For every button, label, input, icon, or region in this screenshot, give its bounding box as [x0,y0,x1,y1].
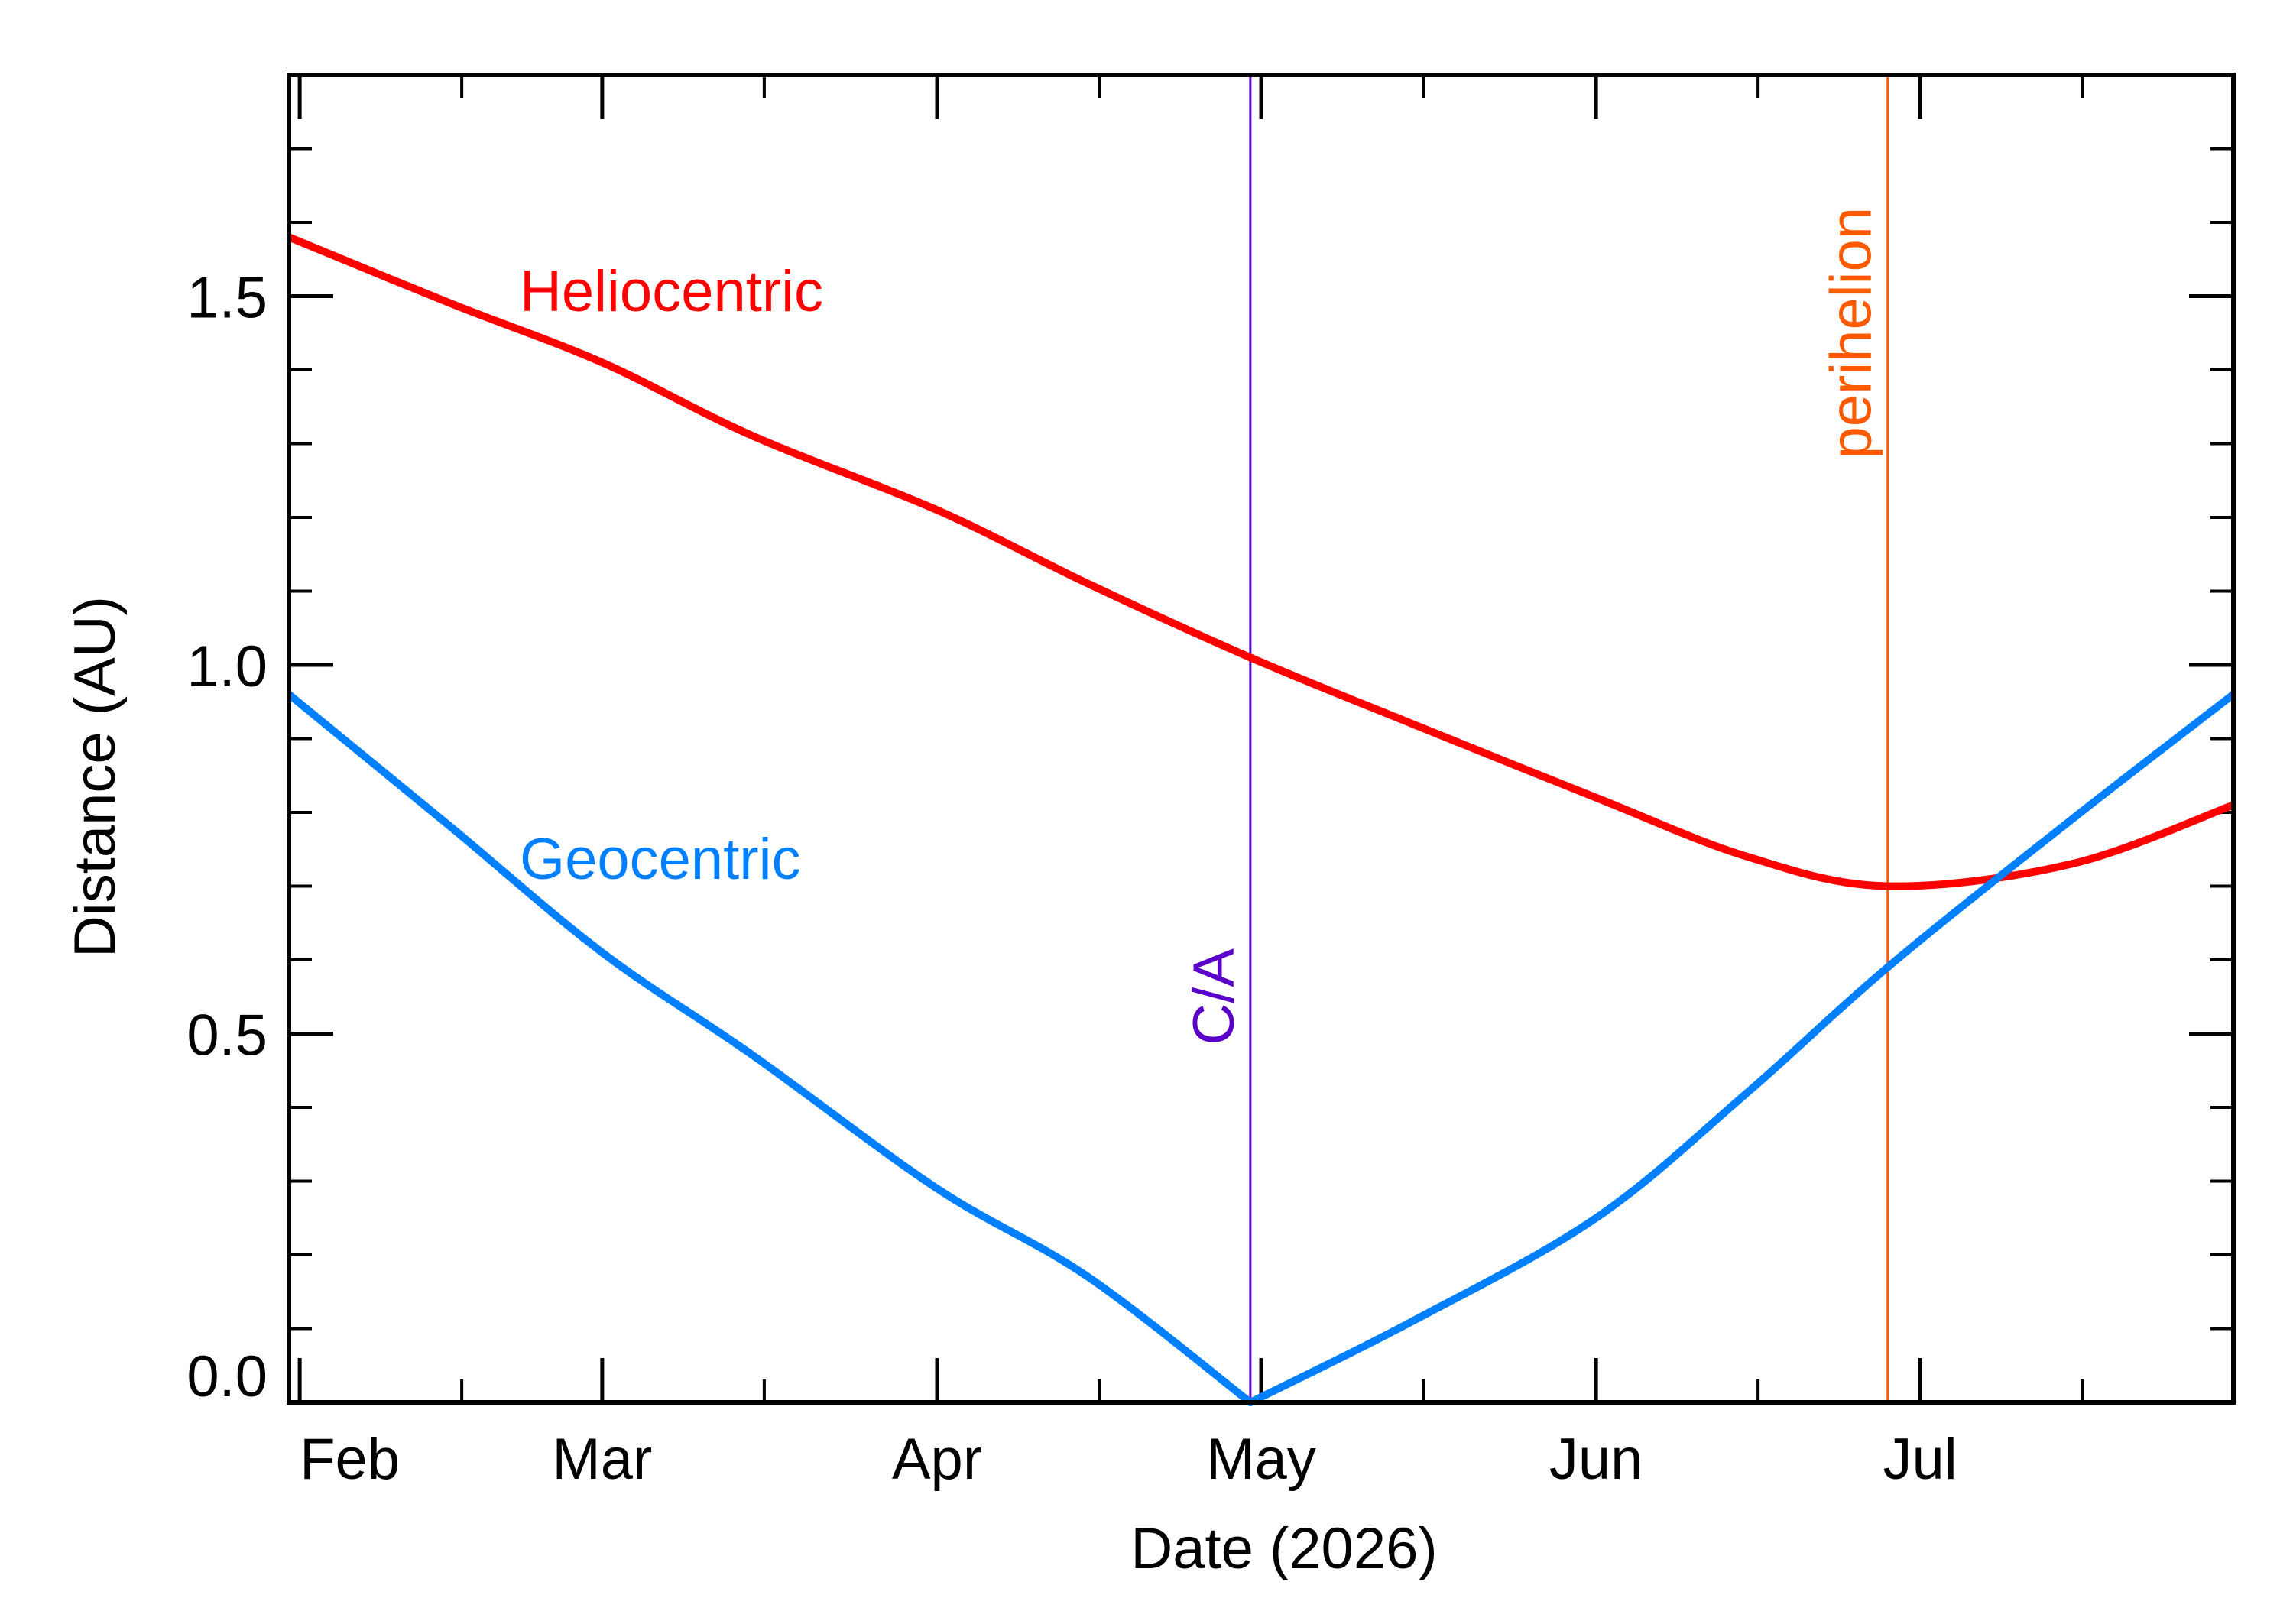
y-tick-label: 1.0 [186,634,268,699]
x-tick-label-jun: Jun [1549,1427,1643,1492]
x-tick-label-mar: Mar [552,1427,652,1492]
y-axis-title: Distance (AU) [63,596,128,958]
annotation-lines: C/A perihelion [1182,75,1889,1402]
x-tick-label-jul: Jul [1883,1427,1957,1492]
series-lines: Heliocentric Geocentric [286,233,2236,1406]
x-tick-label-may: May [1206,1427,1316,1492]
x-axis-title: Date (2026) [1130,1516,1437,1581]
y-tick-label: 0.5 [186,1003,268,1068]
x-tick-label-apr: Apr [892,1427,982,1492]
series-line-heliocentric [287,233,2235,890]
series-label-geocentric: Geocentric [520,827,801,892]
x-tick-labels: Feb Mar Apr May Jun Jul [300,1427,1957,1492]
series-label-heliocentric: Heliocentric [520,259,823,324]
annotation-label-1: perihelion [1819,207,1884,459]
y-tick-label: 0.0 [186,1344,268,1409]
y-tick-label: 1.5 [186,266,268,331]
y-tick-labels: 0.0 0.5 1.0 1.5 [186,266,268,1410]
x-tick-label-feb: Feb [300,1427,400,1492]
series-line-geocentric [286,691,2236,1406]
annotation-label-0: C/A [1182,948,1247,1045]
plot-frame [287,73,2236,1405]
